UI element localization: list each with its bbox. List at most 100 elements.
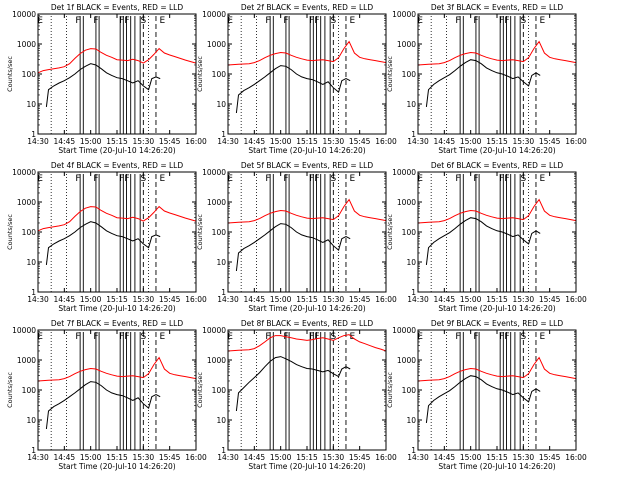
x-tick-label: 15:30	[133, 453, 155, 462]
event-marker-label: FF	[119, 174, 129, 184]
series-red-lld	[37, 205, 197, 232]
event-marker-label: E	[159, 16, 165, 26]
event-marker-label: S	[520, 16, 526, 26]
x-tick-label: 14:30	[217, 453, 239, 462]
y-axis-label: Counts/sec	[6, 372, 14, 408]
y-tick-label: 1	[221, 288, 226, 297]
x-tick-label: 14:45	[244, 137, 266, 146]
y-tick-label: 1	[411, 130, 416, 139]
y-tick-label: 10000	[202, 10, 226, 19]
x-axis-label: Start Time (20-Jul-10 14:26:20)	[58, 462, 175, 471]
y-tick-label: 100	[22, 386, 37, 395]
x-tick-label: 15:45	[539, 295, 561, 304]
y-tick-label: 1	[411, 446, 416, 455]
event-marker-label: S	[520, 174, 526, 184]
x-tick-label: 14:45	[434, 137, 456, 146]
x-tick-label: 16:00	[375, 295, 397, 304]
y-tick-label: 100	[402, 70, 417, 79]
y-tick-label: 10000	[12, 326, 36, 335]
x-tick-label: 16:00	[565, 137, 587, 146]
event-marker-label: E	[417, 332, 423, 342]
event-marker-label: E	[159, 174, 165, 184]
y-tick-label: 1	[221, 130, 226, 139]
y-tick-label: 1000	[207, 356, 226, 365]
x-tick-label: 15:45	[349, 137, 371, 146]
x-axis-label: Start Time (20-Jul-10 14:26:20)	[248, 146, 365, 155]
x-tick-label: 16:00	[185, 295, 207, 304]
y-tick-label: 100	[212, 386, 227, 395]
series-red-lld	[227, 40, 387, 66]
y-tick-label: 10	[216, 258, 226, 267]
x-axis-label: Start Time (20-Jul-10 14:26:20)	[248, 462, 365, 471]
plot-frame	[37, 329, 197, 451]
x-axis-label: Start Time (20-Jul-10 14:26:20)	[248, 304, 365, 313]
event-marker-label: F	[455, 332, 460, 342]
y-tick-label: 10	[216, 100, 226, 109]
x-tick-label: 14:30	[407, 453, 429, 462]
y-tick-label: 100	[212, 70, 227, 79]
y-tick-label: 100	[22, 228, 37, 237]
event-marker-label: E	[539, 174, 545, 184]
x-tick-label: 15:15	[296, 453, 318, 462]
event-marker-label: F	[93, 16, 98, 26]
y-tick-label: 1000	[17, 198, 36, 207]
x-tick-label: 15:15	[106, 453, 128, 462]
event-marker-label: E	[349, 174, 355, 184]
x-tick-label: 15:00	[80, 453, 102, 462]
panel-title: Det 6f BLACK = Events, RED = LLD	[431, 161, 564, 170]
y-tick-label: 10000	[392, 326, 416, 335]
y-axis-label: Counts/sec	[196, 372, 204, 408]
panel-title: Det 7f BLACK = Events, RED = LLD	[51, 319, 184, 328]
event-marker-label: E	[417, 174, 423, 184]
plot-frame	[37, 171, 197, 293]
y-tick-label: 10000	[12, 168, 36, 177]
x-tick-label: 14:45	[244, 453, 266, 462]
x-tick-label: 16:00	[375, 453, 397, 462]
event-marker-label: E	[227, 16, 233, 26]
x-tick-label: 16:00	[375, 137, 397, 146]
event-marker-label: S	[330, 16, 336, 26]
x-tick-label: 15:30	[513, 295, 535, 304]
event-marker-label: F	[473, 174, 478, 184]
y-tick-label: 10000	[202, 168, 226, 177]
y-tick-label: 1000	[397, 356, 416, 365]
x-axis-label: Start Time (20-Jul-10 14:26:20)	[438, 146, 555, 155]
x-tick-label: 16:00	[185, 453, 207, 462]
event-marker-label: F	[283, 174, 288, 184]
y-tick-label: 100	[212, 228, 227, 237]
plot-frame	[227, 13, 387, 135]
x-tick-label: 16:00	[565, 295, 587, 304]
x-tick-label: 15:00	[460, 295, 482, 304]
y-tick-label: 10	[406, 100, 416, 109]
y-axis-label: Counts/sec	[196, 214, 204, 250]
event-marker-label: F	[473, 332, 478, 342]
y-tick-label: 1000	[17, 356, 36, 365]
event-marker-label: S	[520, 332, 526, 342]
x-tick-label: 15:30	[323, 137, 345, 146]
y-axis-label: Counts/sec	[196, 56, 204, 92]
y-axis-label: Counts/sec	[6, 214, 14, 250]
x-axis-label: Start Time (20-Jul-10 14:26:20)	[58, 304, 175, 313]
event-marker-label: E	[539, 16, 545, 26]
event-marker-label: F	[455, 174, 460, 184]
panel-title: Det 3f BLACK = Events, RED = LLD	[431, 3, 564, 12]
event-marker-label: S	[140, 174, 146, 184]
x-tick-label: 15:15	[486, 137, 508, 146]
y-tick-label: 1000	[397, 198, 416, 207]
y-tick-label: 10000	[392, 168, 416, 177]
y-tick-label: 100	[402, 386, 417, 395]
x-tick-label: 15:30	[513, 137, 535, 146]
y-tick-label: 1000	[17, 40, 36, 49]
panel-title: Det 9f BLACK = Events, RED = LLD	[431, 319, 564, 328]
event-marker-label: F	[75, 16, 80, 26]
event-marker-label: F	[265, 174, 270, 184]
x-tick-label: 15:15	[296, 137, 318, 146]
x-tick-label: 15:00	[460, 453, 482, 462]
series-black-events	[235, 356, 351, 412]
